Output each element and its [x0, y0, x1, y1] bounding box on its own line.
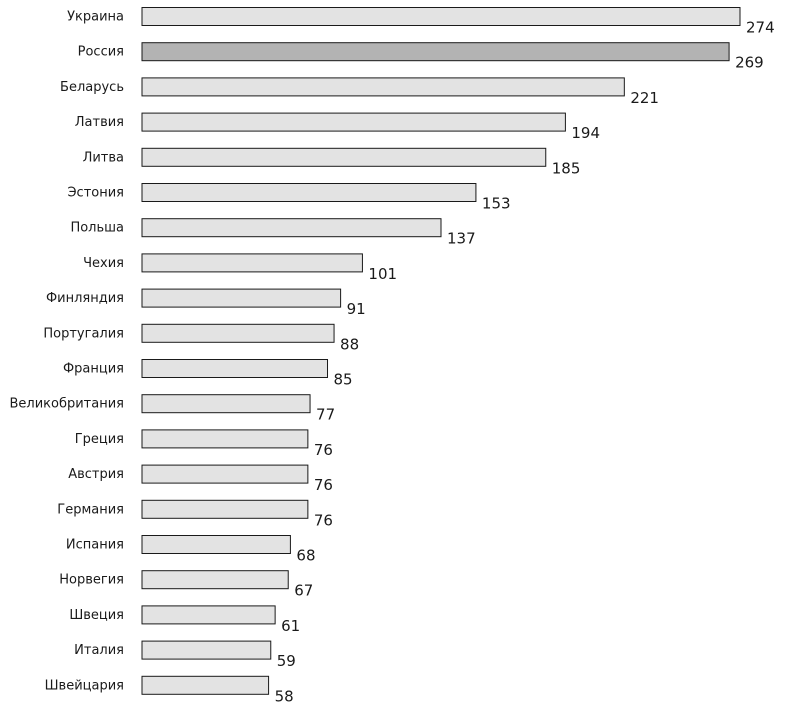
- value-label: 76: [314, 511, 333, 529]
- bar-9: [141, 288, 342, 308]
- value-label: 76: [314, 441, 333, 459]
- bar-7: [141, 218, 442, 238]
- category-label: Польша: [70, 221, 124, 236]
- value-label: 269: [735, 54, 764, 72]
- bar-6: [141, 183, 477, 202]
- bar-5: [141, 147, 547, 167]
- bar-15: [141, 499, 309, 519]
- category-label: Беларусь: [60, 80, 124, 95]
- category-label: Швеция: [69, 608, 124, 623]
- value-label: 91: [347, 300, 366, 318]
- value-label: 185: [552, 159, 581, 177]
- bar-8: [141, 253, 363, 273]
- value-label: 153: [482, 195, 511, 213]
- value-label: 137: [447, 230, 476, 248]
- bar-10: [141, 323, 335, 343]
- bar-2: [141, 42, 730, 62]
- bar-19: [141, 640, 272, 660]
- category-label: Великобритания: [9, 397, 124, 412]
- value-label: 101: [368, 265, 397, 283]
- bar-3: [141, 77, 625, 97]
- category-label: Украина: [67, 10, 124, 25]
- value-label: 59: [277, 652, 296, 670]
- category-label: Литва: [83, 150, 124, 165]
- category-label: Италия: [74, 643, 124, 658]
- value-label: 221: [630, 89, 659, 107]
- bar-17: [141, 570, 289, 590]
- category-label: Швейцария: [45, 678, 124, 693]
- value-label: 88: [340, 335, 359, 353]
- category-label: Латвия: [75, 115, 124, 130]
- bar-11: [141, 359, 329, 378]
- category-label: Германия: [57, 502, 124, 517]
- bar-13: [141, 429, 309, 449]
- category-label: Франция: [63, 362, 124, 377]
- bar-20: [141, 675, 270, 695]
- category-label: Австрия: [68, 467, 124, 482]
- value-label: 194: [571, 124, 600, 142]
- value-label: 61: [281, 617, 300, 635]
- value-label: 85: [334, 371, 353, 389]
- value-label: 274: [746, 19, 775, 37]
- category-label: Финляндия: [46, 291, 124, 306]
- value-label: 67: [294, 582, 313, 600]
- bar-1: [141, 7, 741, 26]
- value-label: 76: [314, 476, 333, 494]
- bar-12: [141, 394, 311, 414]
- bar-4: [141, 112, 566, 132]
- category-label: Норвегия: [59, 573, 124, 588]
- category-label: Испания: [66, 538, 124, 553]
- bar-18: [141, 605, 276, 625]
- bars-group: Украина 274 Россия 269 Беларусь 221 Латвия 194 Л…: [9, 7, 775, 705]
- category-label: Чехия: [83, 256, 124, 271]
- value-label: 58: [275, 687, 294, 705]
- value-label: 68: [296, 547, 315, 565]
- category-label: Россия: [78, 45, 124, 60]
- bar-14: [141, 464, 309, 484]
- bar-16: [141, 535, 291, 554]
- value-label: 77: [316, 406, 335, 424]
- category-label: Португалия: [43, 326, 124, 341]
- category-label: Греция: [75, 432, 124, 447]
- category-label: Эстония: [67, 186, 124, 201]
